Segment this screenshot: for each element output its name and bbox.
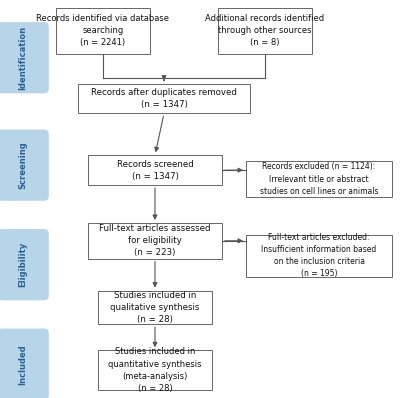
Text: Eligibility: Eligibility [18, 242, 28, 287]
FancyBboxPatch shape [0, 229, 49, 300]
Text: Records excluded (n = 1124):
Irrelevant title or abstract
studies on cell lines : Records excluded (n = 1124): Irrelevant … [260, 162, 378, 196]
FancyBboxPatch shape [246, 235, 392, 277]
FancyBboxPatch shape [88, 223, 222, 259]
Text: Studies included in
quantitative synthesis
(meta-analysis)
(n = 28): Studies included in quantitative synthes… [108, 347, 202, 393]
Text: Records screened
(n = 1347): Records screened (n = 1347) [117, 160, 193, 181]
Text: Screening: Screening [18, 141, 28, 189]
Text: Identification: Identification [18, 25, 28, 90]
FancyBboxPatch shape [0, 329, 49, 398]
Text: Records identified via database
searching
(n = 2241): Records identified via database searchin… [36, 14, 170, 47]
FancyBboxPatch shape [78, 84, 250, 113]
FancyBboxPatch shape [88, 155, 222, 185]
Text: Studies included in
qualitative synthesis
(n = 28): Studies included in qualitative synthesi… [110, 291, 200, 324]
FancyBboxPatch shape [246, 161, 392, 197]
FancyBboxPatch shape [98, 350, 212, 390]
Text: Full-text articles excluded:
Insufficient information based
on the inclusion cri: Full-text articles excluded: Insufficien… [261, 233, 377, 279]
FancyBboxPatch shape [218, 8, 312, 54]
FancyBboxPatch shape [56, 8, 150, 54]
FancyBboxPatch shape [0, 22, 49, 94]
Text: Records after duplicates removed
(n = 1347): Records after duplicates removed (n = 13… [91, 88, 237, 109]
Text: Included: Included [18, 344, 28, 384]
FancyBboxPatch shape [0, 130, 49, 201]
Text: Additional records identified
through other sources
(n = 8): Additional records identified through ot… [206, 14, 324, 47]
FancyBboxPatch shape [98, 291, 212, 324]
Text: Full-text articles assessed
for eligibility
(n = 223): Full-text articles assessed for eligibil… [99, 224, 211, 258]
